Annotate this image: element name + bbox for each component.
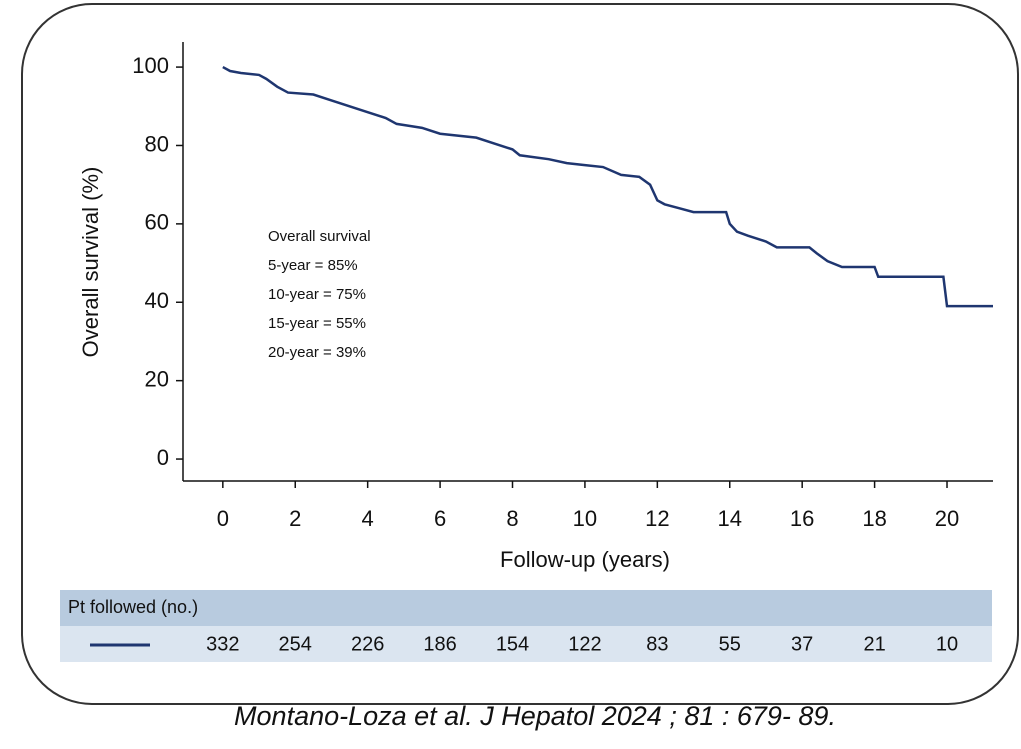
x-tick-label: 18	[862, 506, 886, 531]
annotation: 10-year = 75%	[268, 286, 366, 303]
x-tick-label: 8	[506, 506, 518, 531]
risk-value: 37	[791, 633, 813, 655]
y-tick-label: 60	[145, 210, 169, 235]
annotation: 15-year = 55%	[268, 315, 366, 332]
risk-value: 55	[719, 633, 741, 655]
x-tick-label: 0	[217, 506, 229, 531]
risk-value: 254	[279, 633, 312, 655]
annotation: Overall survival	[268, 228, 371, 245]
risk-value: 226	[351, 633, 384, 655]
x-tick-label: 12	[645, 506, 669, 531]
y-tick-label: 100	[132, 53, 169, 78]
risk-row	[60, 626, 992, 662]
risk-value: 186	[423, 633, 456, 655]
y-label: Overall survival (%)	[78, 167, 103, 358]
x-tick-label: 16	[790, 506, 814, 531]
x-label: Follow-up (years)	[500, 547, 670, 572]
risk-header	[60, 590, 992, 626]
frame	[21, 3, 1019, 705]
x-tick-label: 2	[289, 506, 301, 531]
x-tick-label: 4	[362, 506, 374, 531]
citation: Montano-Loza et al. J Hepatol 2024 ; 81 …	[234, 701, 836, 731]
risk-value: 122	[568, 633, 601, 655]
x-tick-label: 6	[434, 506, 446, 531]
survival-line	[222, 65, 993, 308]
risk-value: 10	[936, 633, 958, 655]
annotation: 20-year = 39%	[268, 344, 366, 361]
risk-value: 154	[496, 633, 529, 655]
risk-value: 21	[863, 633, 885, 655]
risk-value: 83	[646, 633, 668, 655]
y-tick-label: 40	[145, 288, 169, 313]
risk-value: 332	[206, 633, 239, 655]
annotation: 5-year = 85%	[268, 257, 358, 274]
x-tick-label: 20	[935, 506, 959, 531]
x-tick-label: 10	[573, 506, 597, 531]
y-tick-label: 80	[145, 131, 169, 156]
x-tick-label: 14	[718, 506, 742, 531]
y-tick-label: 20	[145, 366, 169, 391]
risk-title: Pt followed (no.)	[68, 597, 198, 617]
y-tick-label: 0	[157, 445, 169, 470]
